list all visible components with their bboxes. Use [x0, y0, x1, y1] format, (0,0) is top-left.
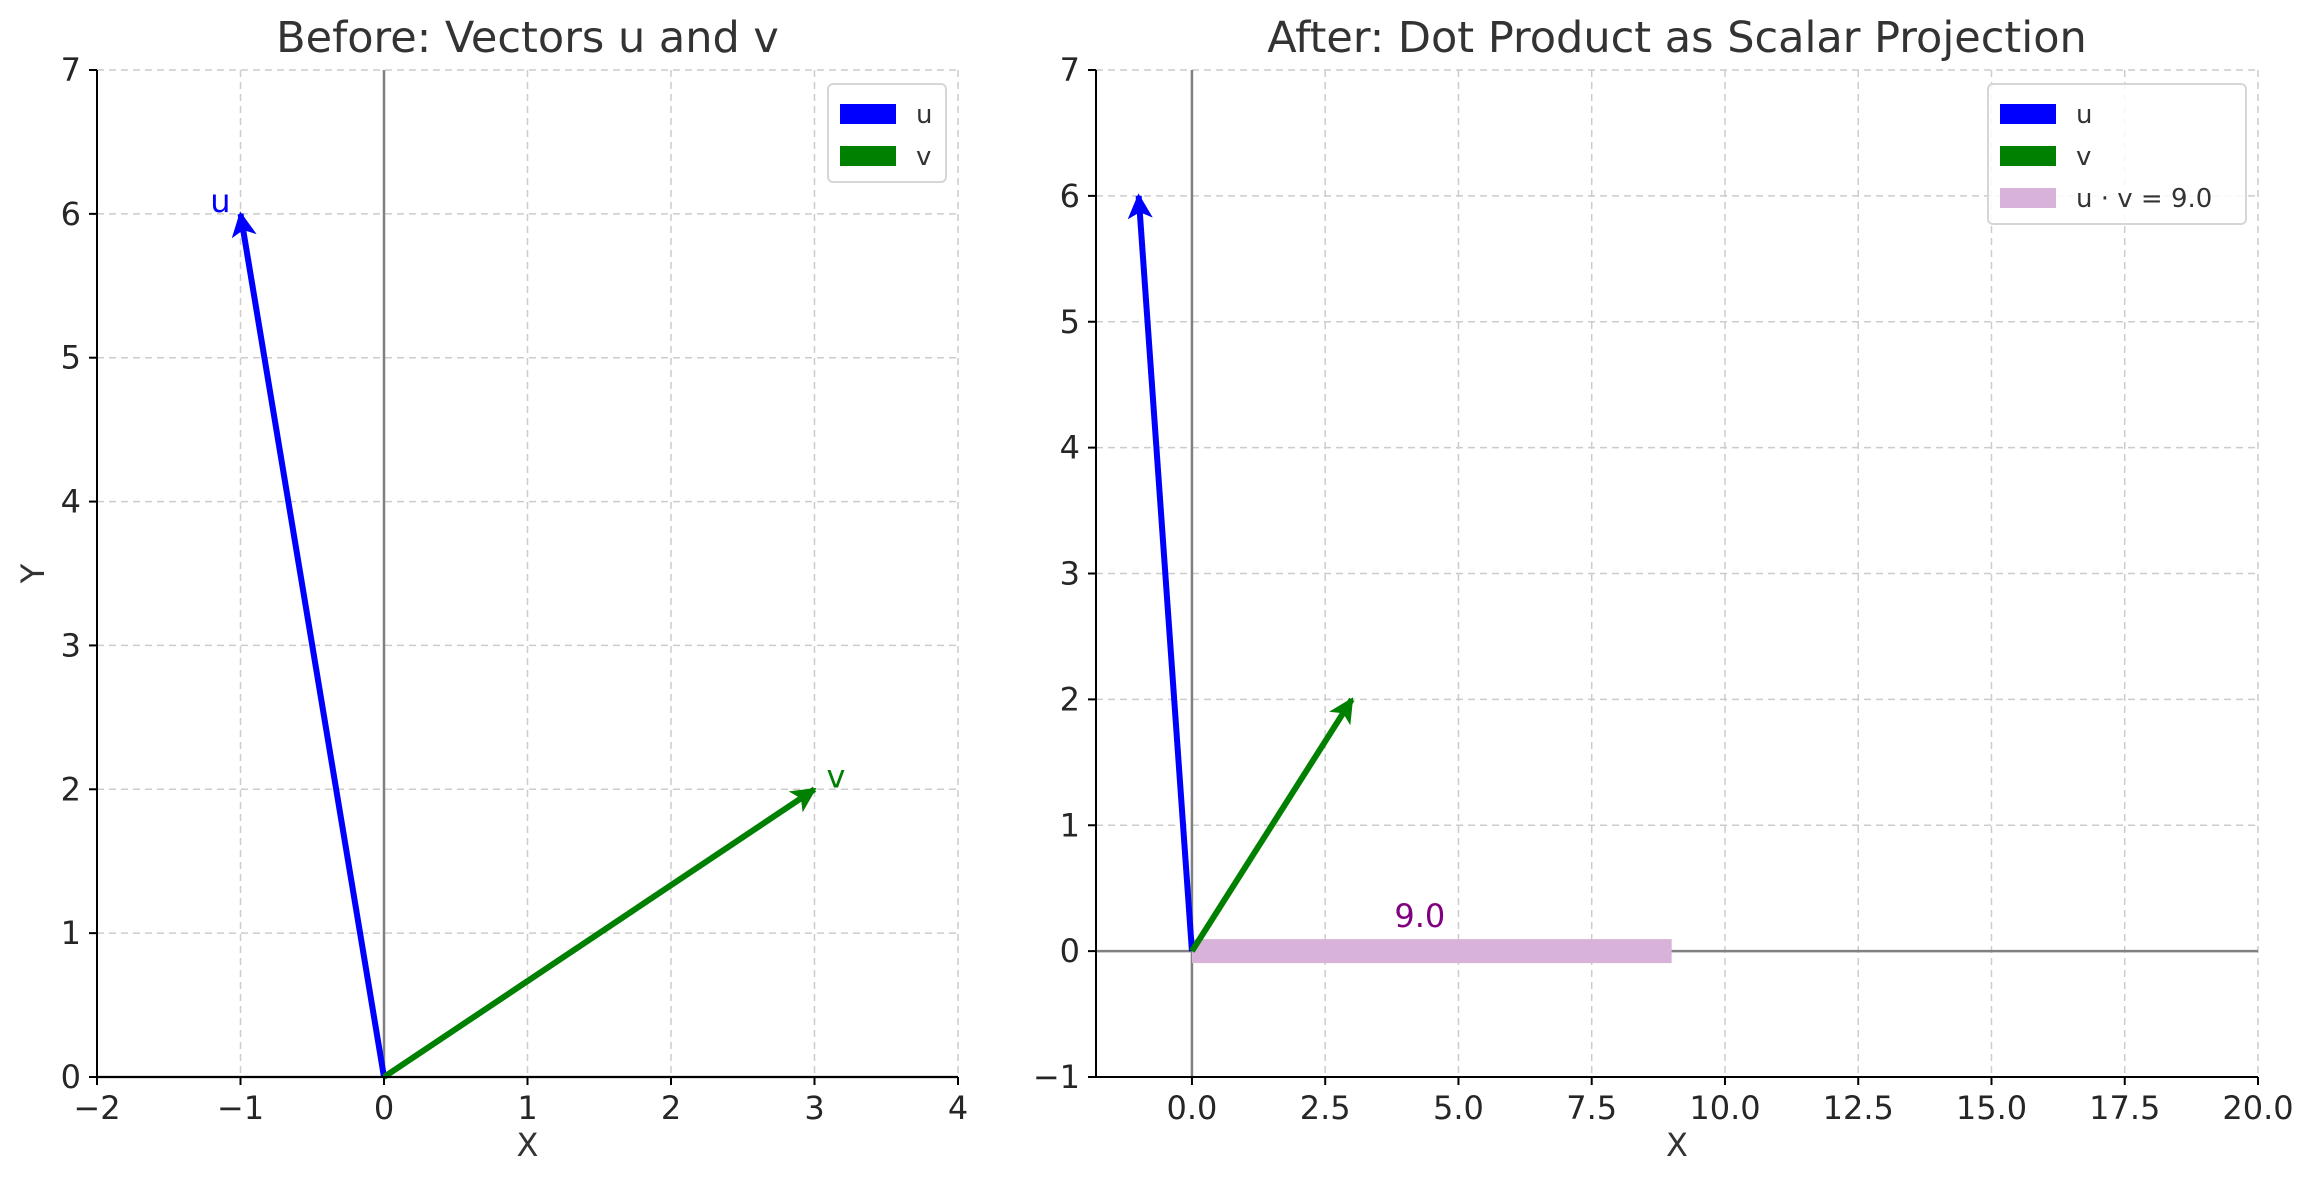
y-tick-label: 1 — [61, 914, 81, 952]
y-tick-label: 3 — [1060, 555, 1080, 593]
y-tick-label: 3 — [61, 626, 81, 664]
legend-swatch — [840, 104, 896, 124]
chart-title: After: Dot Product as Scalar Projection — [1267, 13, 2087, 63]
legend-swatch — [840, 146, 896, 166]
x-tick-label: 17.5 — [2089, 1089, 2160, 1127]
y-tick-label: 7 — [1060, 51, 1080, 89]
x-axis-label: X — [1666, 1126, 1688, 1164]
legend: uv — [827, 83, 947, 183]
x-tick-label: 2 — [661, 1089, 681, 1127]
y-tick-label: 6 — [61, 195, 81, 233]
y-tick-label: 4 — [61, 483, 81, 521]
legend: uv u · v = 9.0 — [1987, 83, 2247, 225]
y-tick-label: 1 — [1060, 806, 1080, 844]
vector-u — [1127, 193, 1195, 952]
y-tick-label: 5 — [61, 339, 81, 377]
legend-label: v — [916, 142, 931, 172]
x-tick-label: 20.0 — [2222, 1089, 2293, 1127]
x-tick-label: 3 — [804, 1089, 824, 1127]
y-tick-label: 6 — [1060, 177, 1080, 215]
vector-label-u: u — [210, 182, 230, 220]
chart-panel-2: 9.0 0.0 2.5 5.0 7.5 10.0 12.5 15.0 17.5 20.0 −1 0 1 2… — [1033, 13, 2294, 1164]
legend-swatch — [2000, 146, 2056, 166]
y-tick-label: 0 — [61, 1058, 81, 1096]
vector-v — [1189, 697, 1355, 953]
x-tick-label: 0 — [374, 1089, 394, 1127]
legend-label: v — [2076, 142, 2091, 172]
legend-label: u — [2076, 100, 2092, 130]
x-tick-label: 5.0 — [1433, 1089, 1484, 1127]
y-tick-label: −1 — [1033, 1058, 1080, 1096]
legend-swatch — [2000, 188, 2056, 208]
vector-u — [231, 211, 387, 1078]
y-tick-label: 7 — [61, 51, 81, 89]
legend-label: u — [916, 100, 932, 130]
x-tick-label: −2 — [73, 1089, 120, 1127]
x-tick-label: 7.5 — [1566, 1089, 1617, 1127]
projection-bar — [1191, 939, 1672, 964]
vector-label-v: v — [827, 757, 846, 795]
y-tick-label: 0 — [1060, 932, 1080, 970]
y-tick-label: 2 — [1060, 680, 1080, 718]
x-tick-label: 10.0 — [1689, 1089, 1760, 1127]
y-tick-label: 2 — [61, 770, 81, 808]
x-axis-label: X — [517, 1126, 539, 1164]
legend-label: u · v = 9.0 — [2076, 184, 2212, 214]
chart-title: Before: Vectors u and v — [276, 13, 779, 63]
x-tick-label: 15.0 — [1956, 1089, 2027, 1127]
projection-value-label: 9.0 — [1394, 897, 1445, 935]
y-tick-label: 5 — [1060, 303, 1080, 341]
x-tick-label: 1 — [517, 1089, 537, 1127]
x-tick-label: 4 — [948, 1089, 968, 1127]
x-tick-label: −1 — [217, 1089, 264, 1127]
legend-swatch — [2000, 104, 2056, 124]
y-tick-label: 4 — [1060, 429, 1080, 467]
vector-v — [382, 786, 817, 1080]
x-tick-label: 12.5 — [1823, 1089, 1894, 1127]
x-tick-label: 2.5 — [1300, 1089, 1351, 1127]
x-tick-label: 0.0 — [1166, 1089, 1217, 1127]
y-axis-label: Y — [14, 563, 52, 584]
